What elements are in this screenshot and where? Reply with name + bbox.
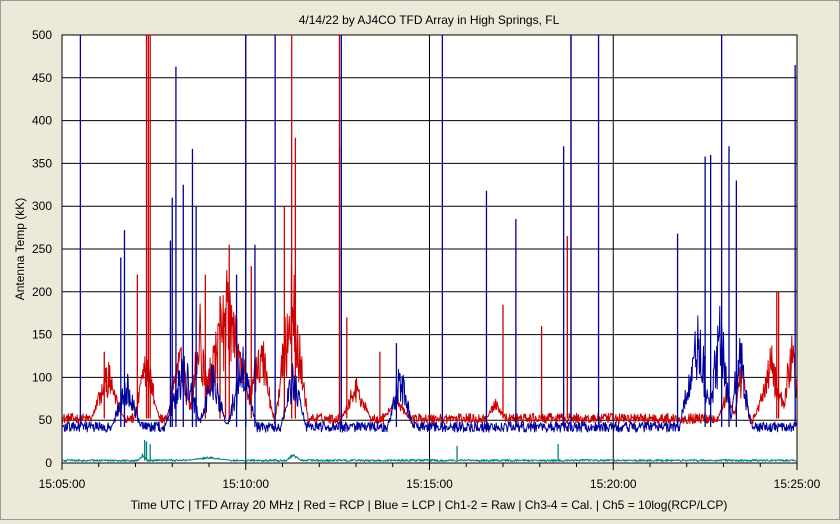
x-tick-label: 15:25:00 — [774, 477, 821, 491]
series-line-ch5 — [61, 453, 798, 462]
y-tick-label: 200 — [32, 285, 52, 299]
x-tick-label: 15:05:00 — [39, 477, 86, 491]
y-tick-label: 100 — [32, 370, 52, 384]
x-tick-label: 15:15:00 — [406, 477, 453, 491]
y-tick-label: 50 — [39, 413, 53, 427]
y-tick-label: 150 — [32, 328, 52, 342]
x-tick-label: 15:10:00 — [222, 477, 269, 491]
y-tick-label: 300 — [32, 199, 52, 213]
x-tick-label: 15:20:00 — [590, 477, 637, 491]
y-tick-label: 250 — [32, 242, 52, 256]
chart-title: 4/14/22 by AJ4CO TFD Array in High Sprin… — [299, 13, 560, 27]
y-tick-label: 400 — [32, 114, 52, 128]
series-line-lcp — [61, 305, 798, 433]
series-layer — [61, 35, 798, 462]
x-axis-label: Time UTC | TFD Array 20 MHz | Red = RCP … — [131, 498, 728, 512]
y-tick-label: 500 — [32, 28, 52, 42]
y-tick-label: 450 — [32, 71, 52, 85]
y-tick-label: 0 — [45, 456, 52, 470]
y-tick-label: 350 — [32, 156, 52, 170]
y-tick-labels: 0 50 100 150 200 250 300 350 400 450 500 — [32, 28, 52, 470]
x-tick-labels: 15:05:00 15:10:00 15:15:00 15:20:00 15:25:00 — [39, 477, 821, 491]
y-axis-label: Antenna Temp (kK) — [13, 198, 27, 301]
